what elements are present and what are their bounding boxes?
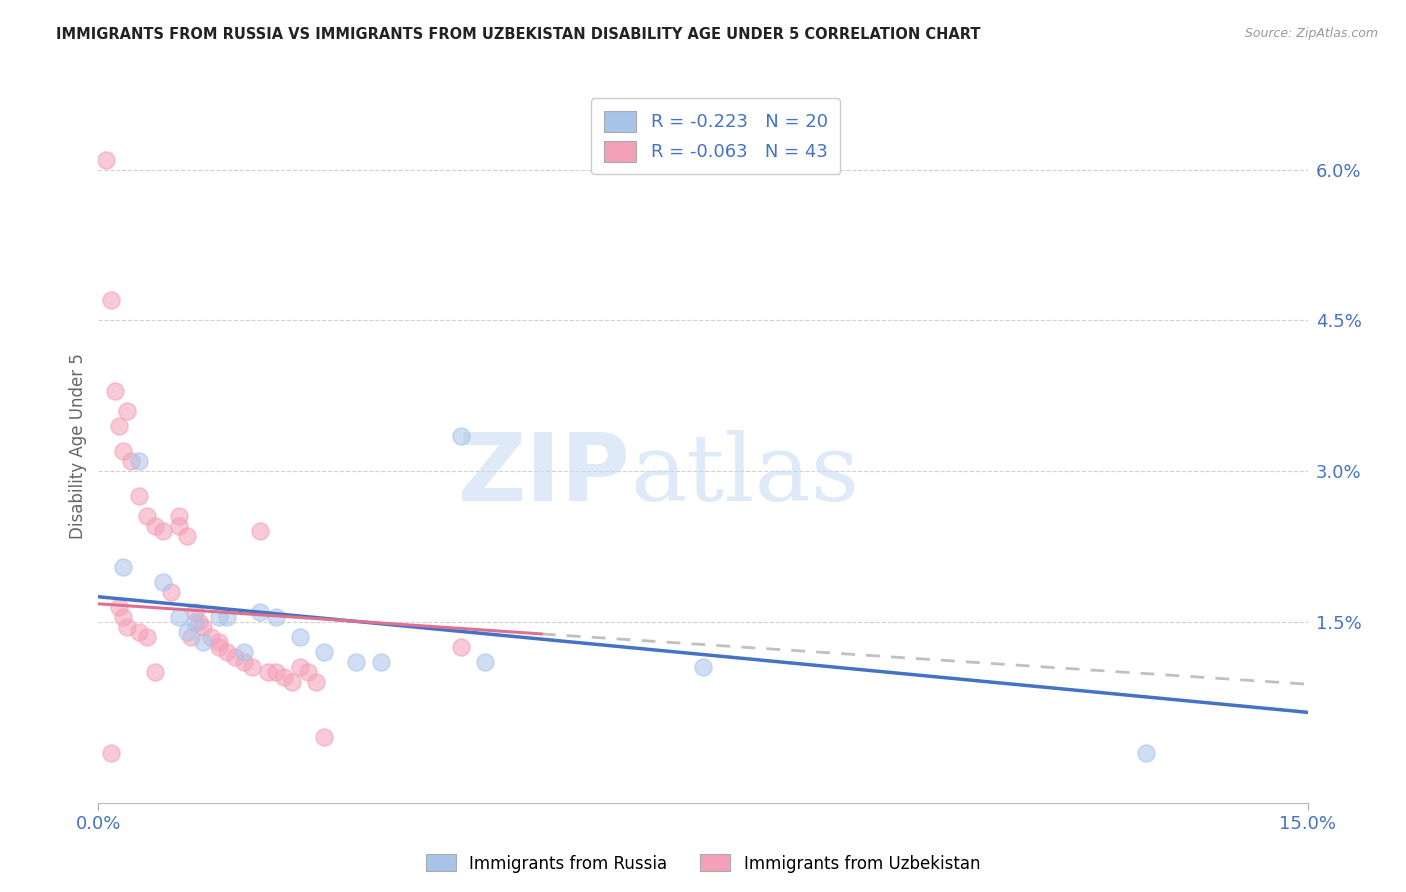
- Point: [111, 444, 134, 458]
- Point: [143, 665, 166, 680]
- Point: [450, 429, 472, 443]
- Point: [264, 665, 287, 680]
- Point: [184, 605, 207, 619]
- Point: [193, 620, 215, 634]
- Point: [224, 650, 246, 665]
- Point: [111, 559, 134, 574]
- Point: [217, 610, 239, 624]
- Point: [115, 620, 138, 634]
- Point: [103, 384, 125, 398]
- Point: [180, 630, 202, 644]
- Text: IMMIGRANTS FROM RUSSIA VS IMMIGRANTS FROM UZBEKISTAN DISABILITY AGE UNDER 5 CORR: IMMIGRANTS FROM RUSSIA VS IMMIGRANTS FRO…: [56, 27, 981, 42]
- Point: [167, 519, 190, 533]
- Point: [1135, 746, 1157, 760]
- Point: [135, 509, 157, 524]
- Point: [120, 454, 142, 468]
- Text: atlas: atlas: [630, 430, 859, 519]
- Point: [281, 675, 304, 690]
- Point: [143, 519, 166, 533]
- Point: [450, 640, 472, 654]
- Text: Source: ZipAtlas.com: Source: ZipAtlas.com: [1244, 27, 1378, 40]
- Point: [167, 610, 190, 624]
- Point: [232, 655, 254, 669]
- Point: [176, 529, 198, 543]
- Point: [264, 610, 287, 624]
- Point: [208, 640, 231, 654]
- Point: [370, 655, 392, 669]
- Point: [273, 670, 295, 684]
- Point: [288, 660, 311, 674]
- Point: [208, 635, 231, 649]
- Point: [474, 655, 496, 669]
- Point: [135, 630, 157, 644]
- Point: [200, 630, 222, 644]
- Point: [208, 610, 231, 624]
- Point: [692, 660, 714, 674]
- Point: [217, 645, 239, 659]
- Point: [232, 645, 254, 659]
- Point: [184, 615, 207, 629]
- Point: [160, 584, 183, 599]
- Point: [96, 153, 118, 167]
- Point: [193, 635, 215, 649]
- Point: [249, 605, 271, 619]
- Point: [256, 665, 278, 680]
- Point: [176, 624, 198, 639]
- Point: [288, 630, 311, 644]
- Legend: Immigrants from Russia, Immigrants from Uzbekistan: Immigrants from Russia, Immigrants from …: [419, 847, 987, 880]
- Point: [305, 675, 328, 690]
- Point: [297, 665, 319, 680]
- Point: [314, 731, 336, 745]
- Point: [128, 624, 150, 639]
- Point: [240, 660, 263, 674]
- Point: [249, 524, 271, 539]
- Point: [152, 574, 174, 589]
- Point: [167, 509, 190, 524]
- Text: ZIP: ZIP: [457, 428, 630, 521]
- Point: [107, 599, 129, 614]
- Point: [100, 293, 122, 308]
- Point: [314, 645, 336, 659]
- Point: [128, 454, 150, 468]
- Legend: R = -0.223   N = 20, R = -0.063   N = 43: R = -0.223 N = 20, R = -0.063 N = 43: [591, 98, 841, 174]
- Point: [115, 404, 138, 418]
- Y-axis label: Disability Age Under 5: Disability Age Under 5: [69, 353, 87, 539]
- Point: [344, 655, 367, 669]
- Point: [100, 746, 122, 760]
- Point: [107, 418, 129, 433]
- Point: [152, 524, 174, 539]
- Point: [188, 615, 211, 629]
- Point: [128, 489, 150, 503]
- Point: [111, 610, 134, 624]
